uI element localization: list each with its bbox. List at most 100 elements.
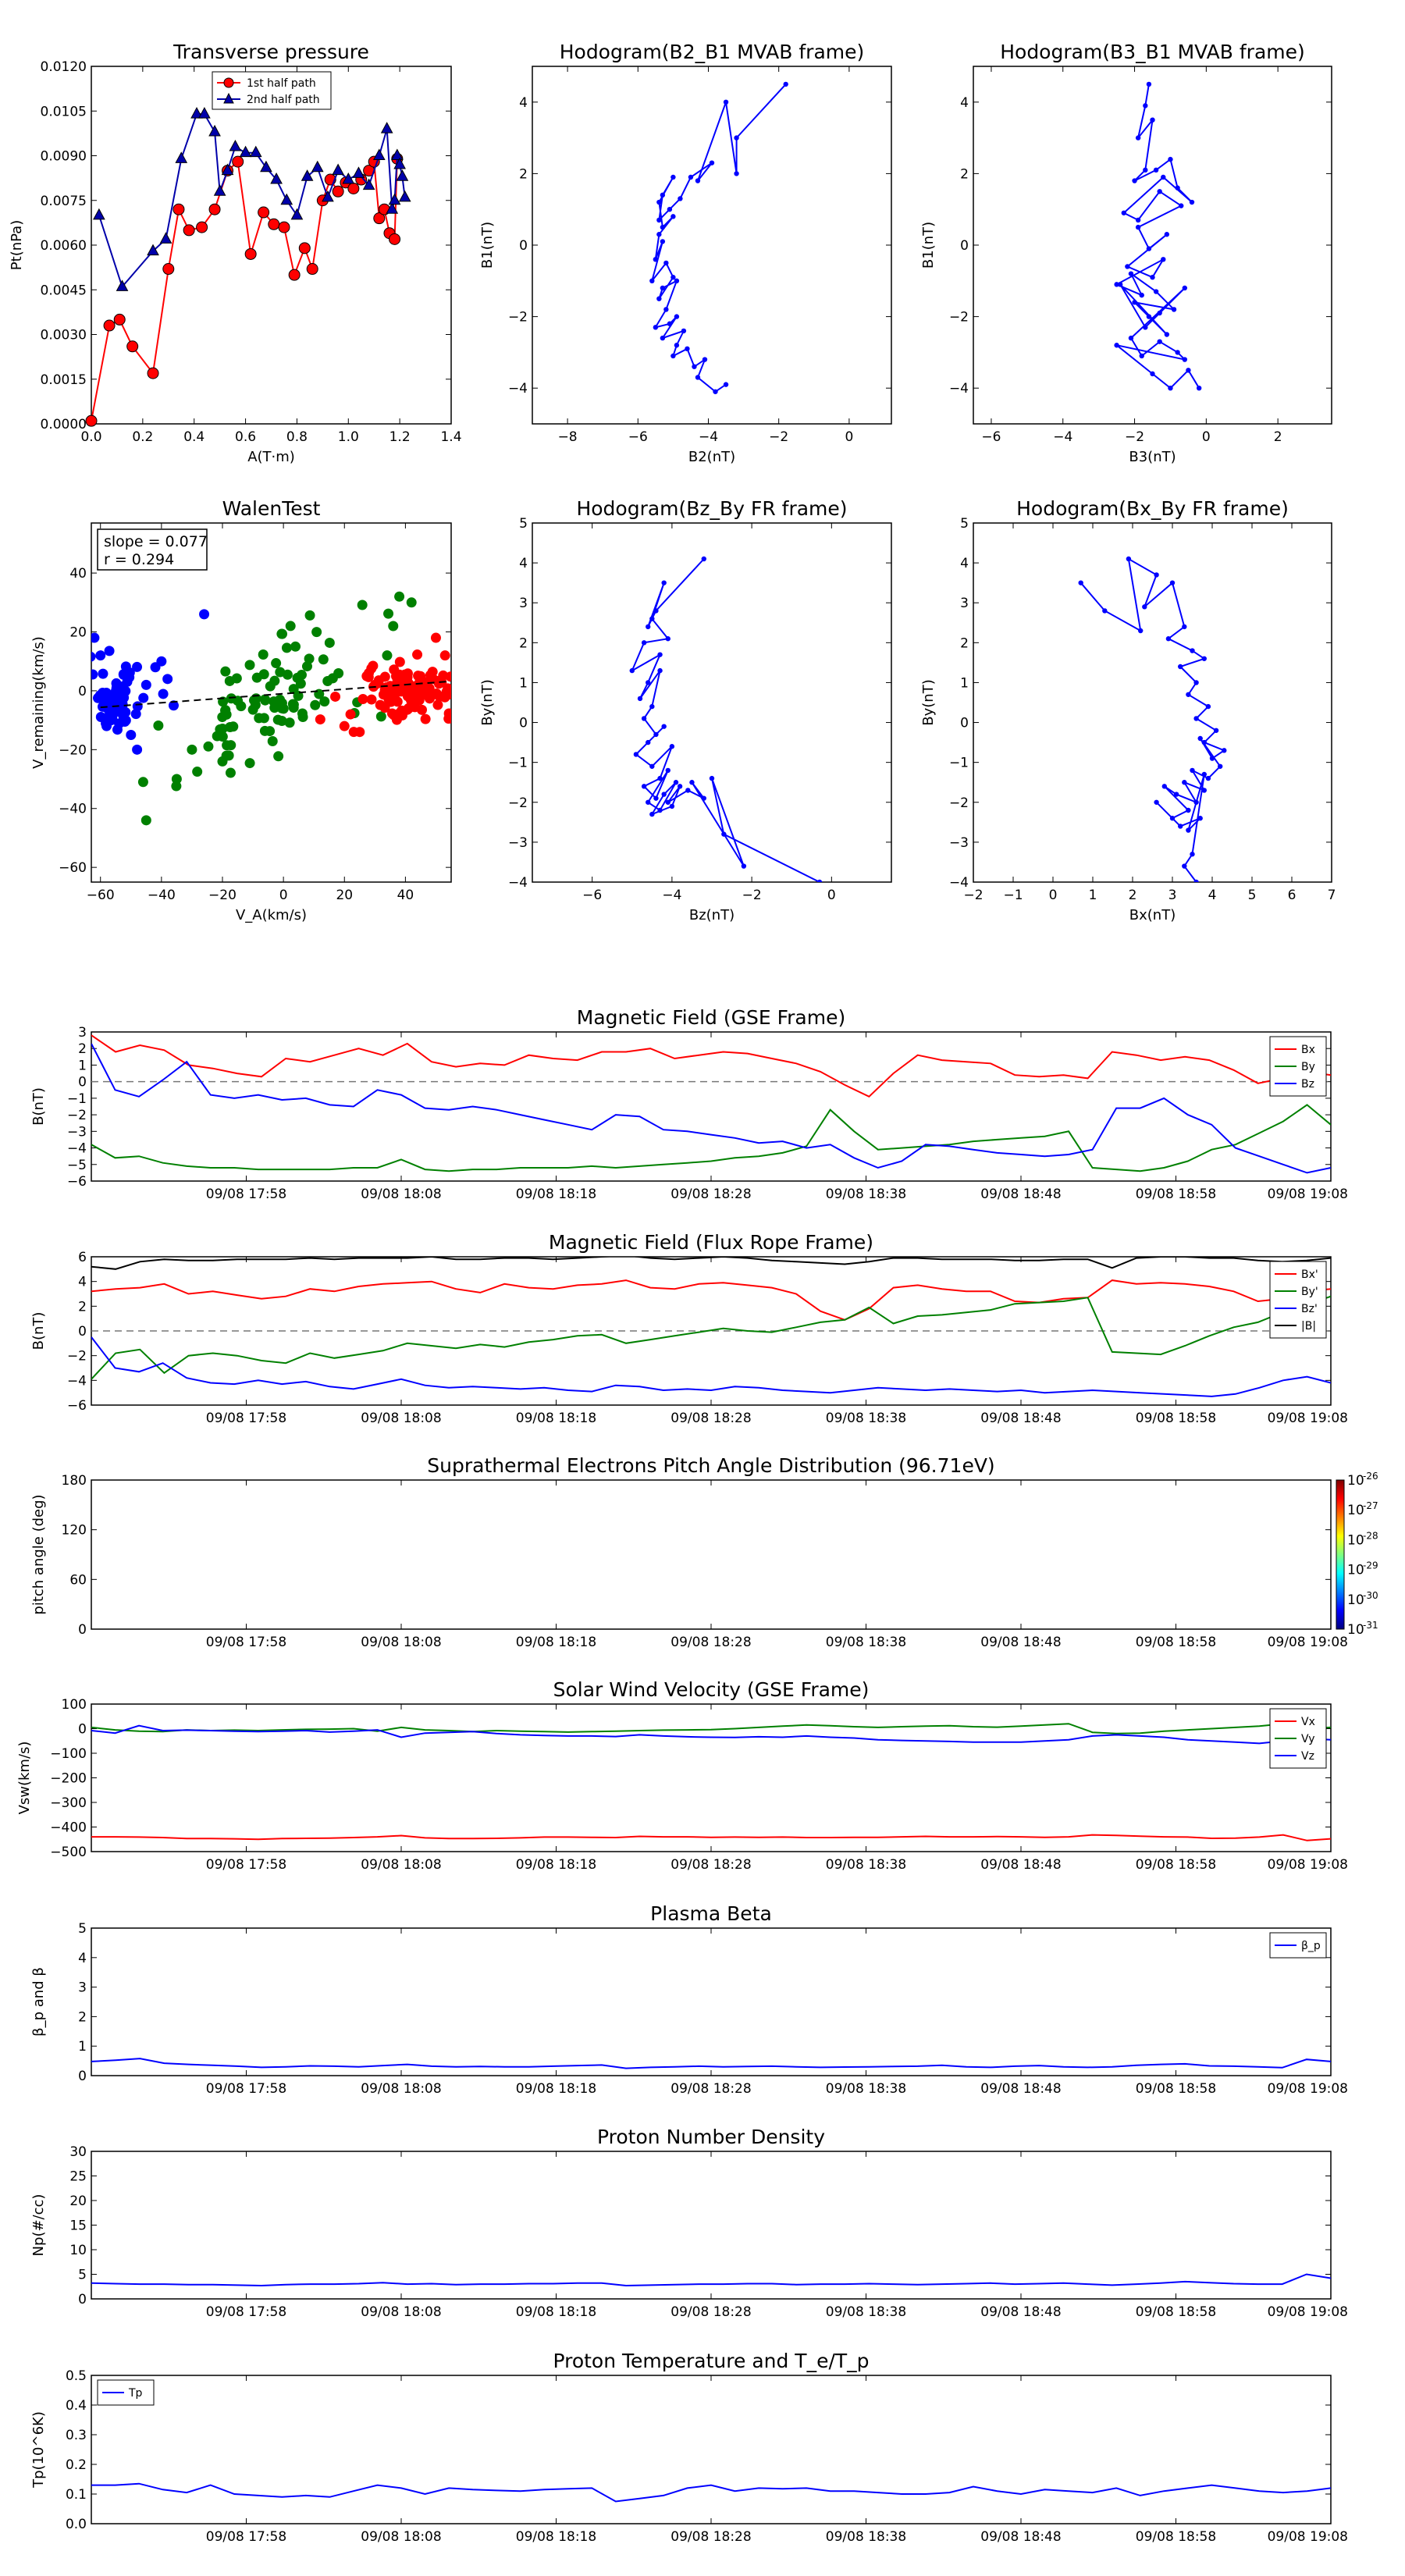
legend-label: 2nd half path [247,94,320,106]
hodo2-point [1153,167,1159,173]
pitch-ytick-label: 60 [69,1572,87,1588]
mag_fr-time-label: 09/08 19:08 [1268,1411,1348,1426]
transverse-point [113,313,126,326]
hodo4-point [1197,735,1203,742]
hodo4-ytick-label: 1 [960,675,969,691]
mag_fr-time-label: 09/08 18:08 [361,1411,441,1426]
hodo2-point [1146,81,1152,87]
transverse-point [126,340,139,353]
walen-point [258,649,269,660]
legend-label: Vy [1301,1733,1315,1745]
transverse-ytick-label: 0.0120 [41,59,87,75]
walen-point [153,720,164,731]
vsw-title: Solar Wind Velocity (GSE Frame) [553,1678,870,1701]
walen-xtick-label: −20 [208,888,237,903]
walen-point [95,712,106,723]
walen-point [132,661,143,672]
hodo3-point [653,608,659,614]
walen-point [412,649,423,660]
walen-point [217,756,228,767]
beta-time-label: 09/08 18:28 [670,2081,751,2097]
hodo1-point [674,314,680,319]
transverse-point [393,157,406,169]
walen-point [168,700,179,711]
walen-point [439,650,450,661]
pitch-time-label: 09/08 18:18 [516,1635,596,1650]
legend-label: 1st half path [247,77,316,90]
hodo3-point [641,640,647,646]
beta-ytick-label: 0 [78,2069,87,2084]
tp-ytick-label: 0.1 [66,2487,87,2503]
hodo1-plot-area [649,81,788,394]
hodo4-point [1169,580,1176,585]
hodo4-xtick-label: 2 [1129,888,1137,903]
np-ytick-label: 25 [69,2169,87,2185]
hodo1-point [660,192,666,198]
vsw-ytick-label: −500 [50,1845,87,1860]
hodo4-point [1126,556,1132,562]
np-time-label: 09/08 18:28 [670,2304,751,2320]
transverse-point [372,148,386,160]
tp-ylabel: Tp(10^6K) [30,2411,47,2489]
vsw-series-line [91,1723,1331,1735]
mag_gse-ytick-label: 2 [78,1041,87,1057]
transverse-point [288,269,301,281]
hodo2-point [1196,386,1202,391]
hodo2-ytick-label: 4 [960,95,969,111]
hodo2-ylabel: B1(nT) [920,222,937,269]
colorbar-tick-label: 10 [1347,1563,1364,1578]
transverse-ytick-label: 0.0000 [41,417,87,432]
hodo4-point [1201,788,1208,793]
walen-point [297,711,308,722]
mag_gse-ytick-label: 1 [78,1058,87,1073]
walen-point [91,651,96,662]
walen-point [404,703,414,713]
np-time-label: 09/08 18:38 [826,2304,906,2320]
mag_gse-series-line [91,1034,1331,1098]
hodo1-frame [532,66,892,425]
transverse-point [147,367,159,379]
legend-label: Vz [1301,1750,1314,1763]
hodo3-point [657,652,663,657]
walen-point [394,656,405,667]
mag_fr-ytick-label: 6 [78,1250,87,1265]
hodo3-xtick-label: −4 [662,888,681,903]
np-time-label: 09/08 18:18 [516,2304,596,2320]
hodo3-ytick-label: 2 [519,635,528,651]
tp-time-label: 09/08 18:38 [826,2529,906,2545]
hodo4-point [1178,824,1183,829]
hodo4-point [1201,656,1208,661]
walen-point [140,679,151,690]
walen-point [366,694,377,705]
transverse-point [198,107,211,119]
mag_fr-ylabel: B(nT) [30,1312,47,1350]
hodo4-path [1080,557,1226,882]
walen-point [140,815,151,826]
hodo3-point [646,680,651,685]
hodo3-point [649,703,655,710]
walen-point [220,705,231,716]
walen-point [304,653,315,664]
transverse-series-line [91,158,398,422]
walen-point [199,609,210,620]
hodo4-xtick-label: 6 [1288,888,1297,903]
transverse-point [332,185,344,197]
hodo4-point [1193,879,1199,882]
walen-point [137,777,148,788]
walen-point [445,671,451,682]
walen-ytick-label: 0 [78,684,87,699]
hodo4-point [1213,728,1219,733]
hodo3-ytick-label: 3 [519,596,528,611]
hodo1-point [649,278,655,283]
hodo3-point [677,784,683,789]
hodo4-plot-area [1078,556,1227,882]
hodo2-point [1135,224,1141,230]
hodo3-point [646,624,651,630]
transverse-point [93,208,105,220]
mag_fr-ytick-label: 2 [78,1299,87,1315]
mag_gse-ylabel: B(nT) [30,1087,47,1126]
pitch-time-label: 09/08 18:48 [980,1635,1061,1650]
hodo1-point [653,325,659,330]
np-ytick-label: 5 [78,2268,87,2283]
hodo4-point [1173,792,1179,797]
